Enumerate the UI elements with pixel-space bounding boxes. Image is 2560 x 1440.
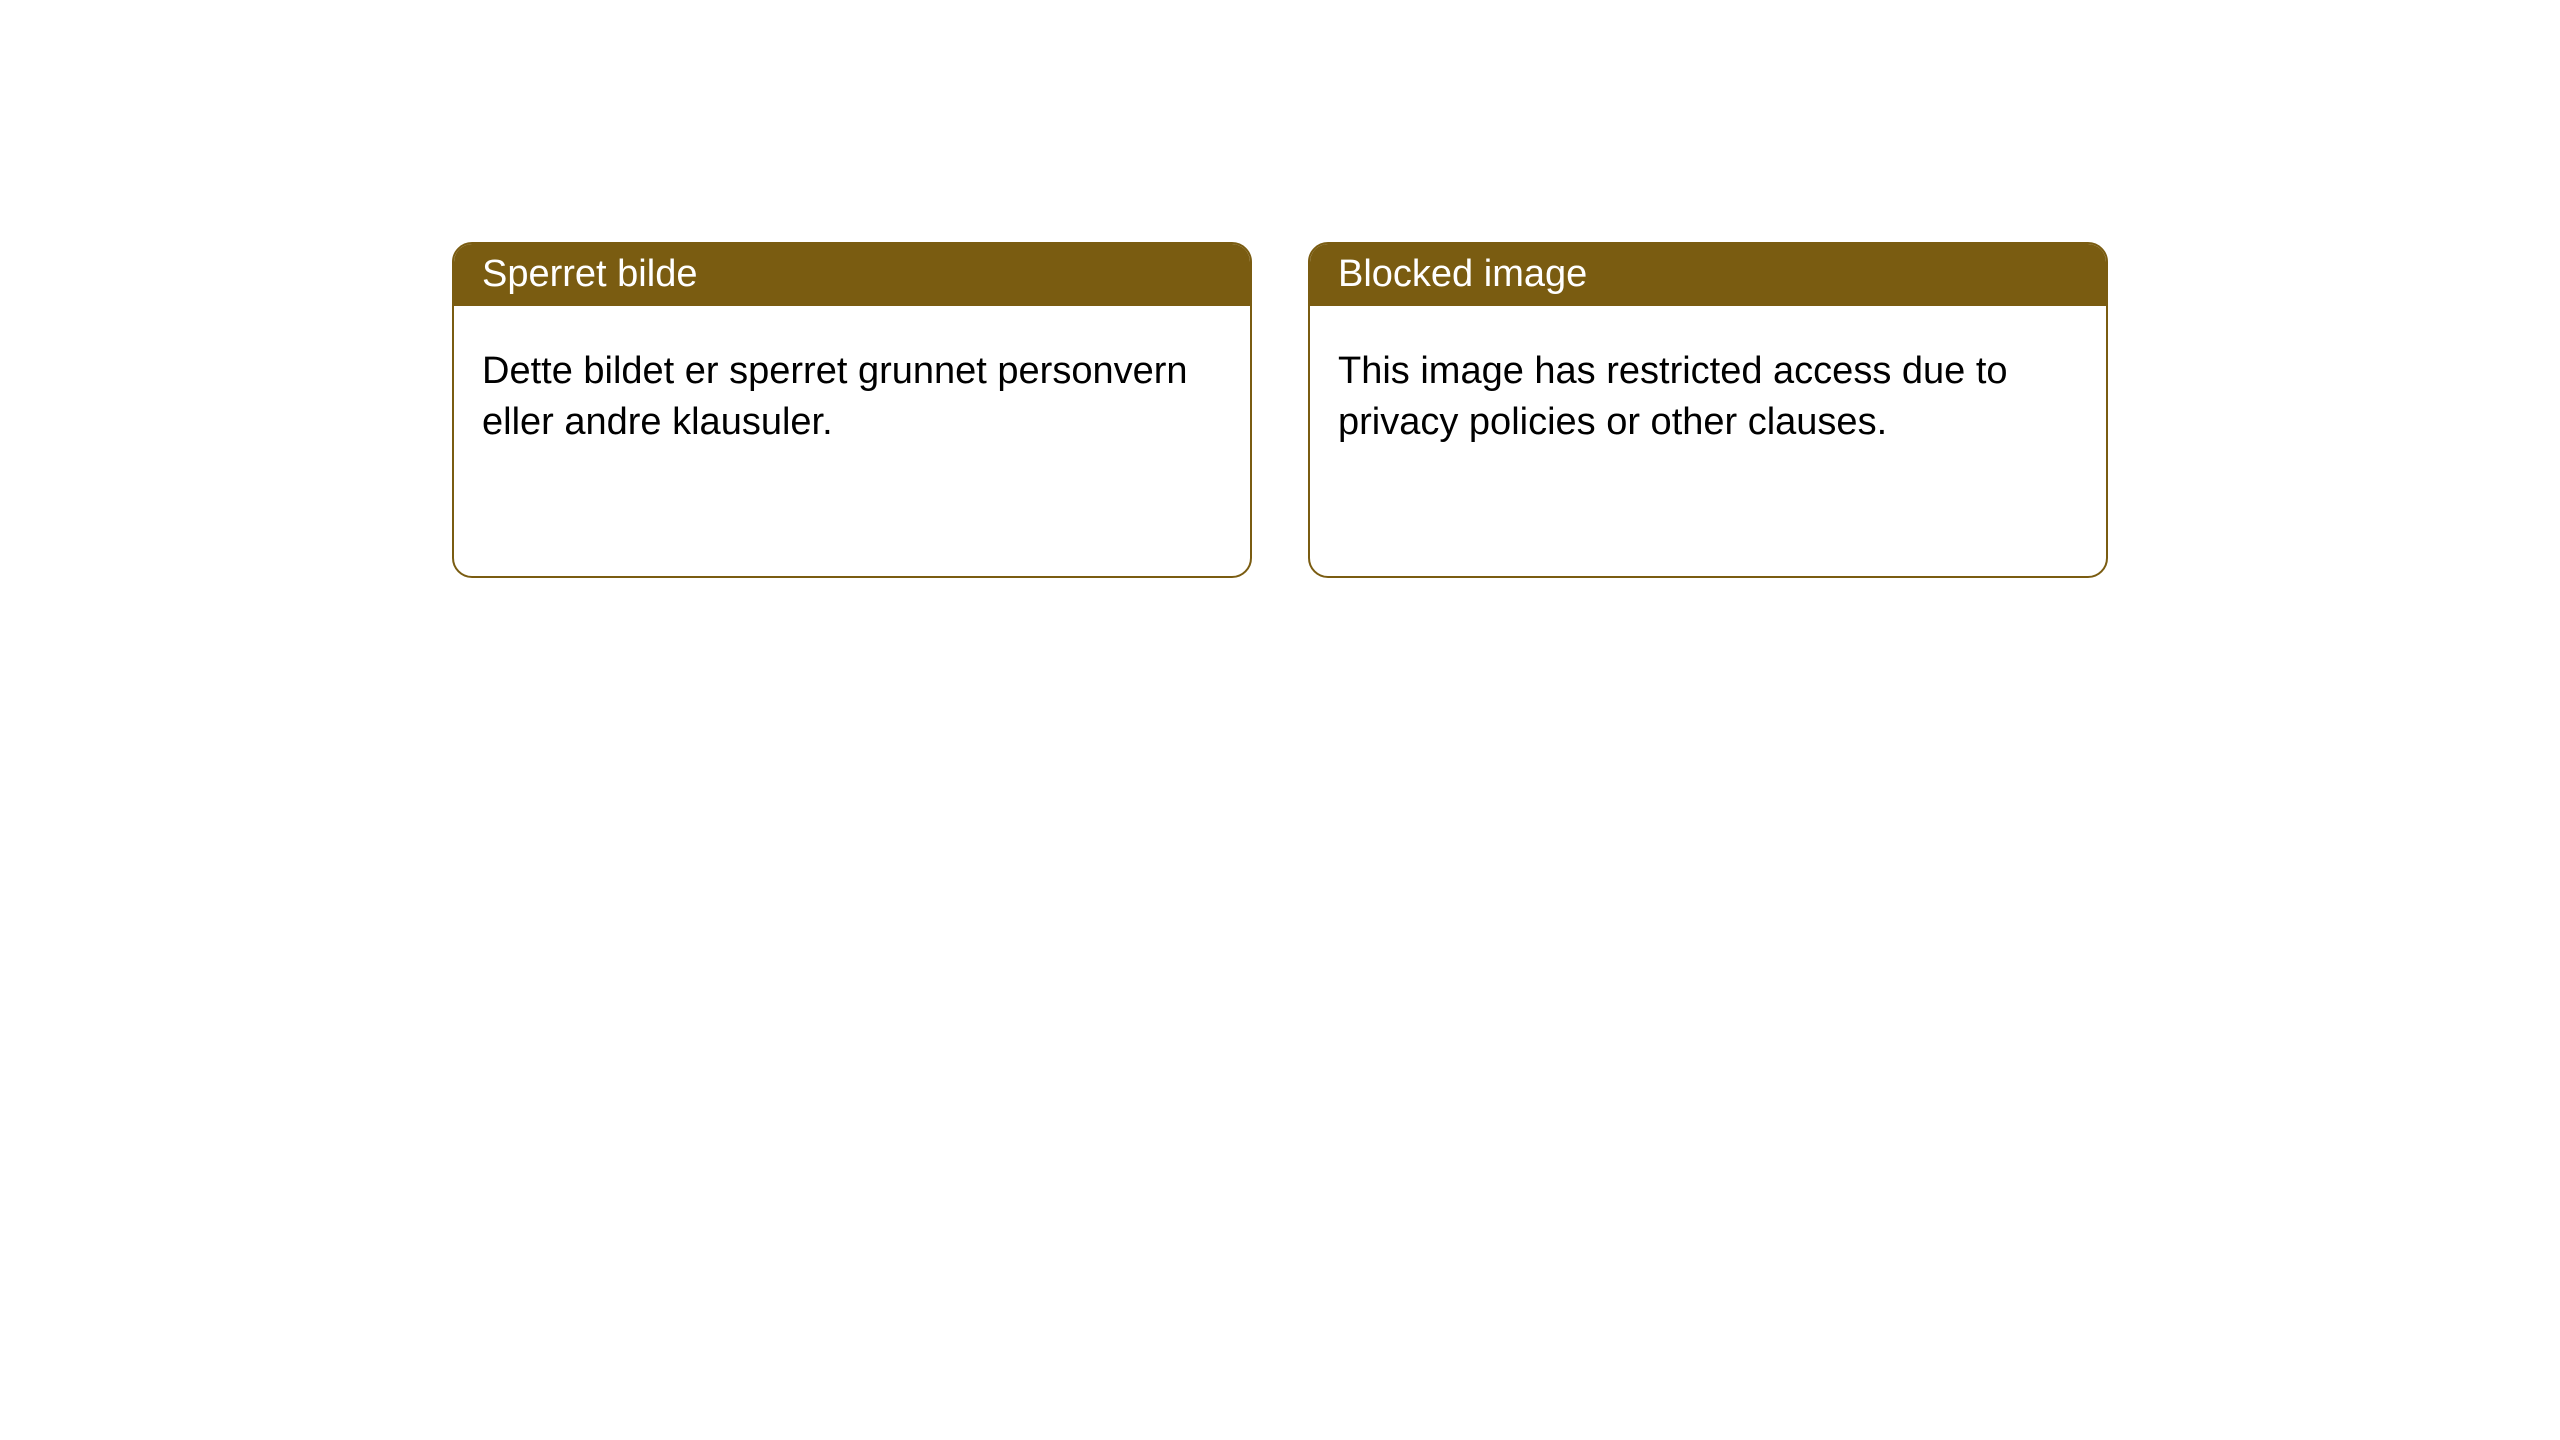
card-header-english: Blocked image [1310,244,2106,306]
card-norwegian: Sperret bilde Dette bildet er sperret gr… [452,242,1252,578]
card-english: Blocked image This image has restricted … [1308,242,2108,578]
cards-container: Sperret bilde Dette bildet er sperret gr… [0,0,2560,578]
card-body-english: This image has restricted access due to … [1310,306,2106,477]
card-body-norwegian: Dette bildet er sperret grunnet personve… [454,306,1250,477]
card-header-norwegian: Sperret bilde [454,244,1250,306]
